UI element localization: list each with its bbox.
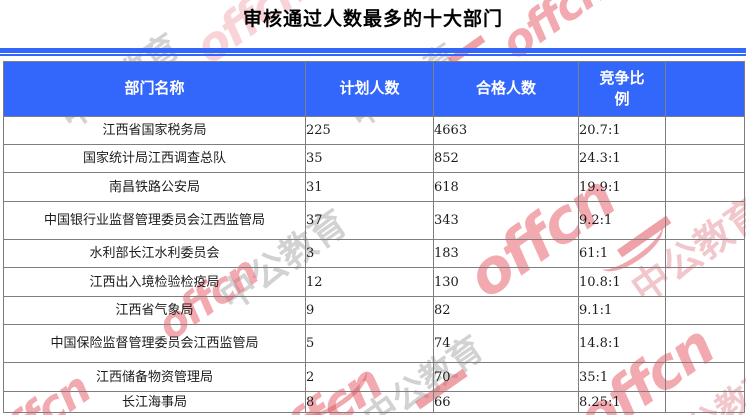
plan-cell: 8: [305, 391, 434, 413]
dept-cell: 江西储备物资管理局: [3, 362, 306, 392]
plan-cell: 35: [305, 144, 434, 173]
ratio-cell: 35:1: [578, 362, 666, 392]
col-header-ratio-label: 竞争比例: [599, 69, 645, 108]
plan-cell: 5: [305, 324, 434, 363]
ratio-cell: 61:1: [578, 239, 666, 268]
ratio-cell: 14.8:1: [578, 324, 666, 363]
plan-cell: 3: [305, 239, 434, 268]
col-header-ratio: 竞争比例: [578, 61, 666, 117]
table-row: 南昌铁路公安局 31 618 19.9:1: [3, 172, 745, 202]
page-title: 审核通过人数最多的十大部门: [242, 8, 503, 30]
dept-cell: 长江海事局: [3, 391, 306, 413]
dept-cell: 水利部长江水利委员会: [3, 239, 306, 268]
table-row: 中国保险监督管理委员会江西监管局 5 74 14.8:1: [3, 324, 745, 363]
departments-table: 部门名称 计划人数 合格人数 竞争比例 江西省国家税务局 225 4663 20…: [3, 61, 745, 413]
table-row: 江西省气象局 9 82 9.1:1: [3, 296, 745, 325]
dept-cell: 江西省气象局: [3, 296, 306, 325]
plan-cell: 225: [305, 116, 434, 145]
col-header-planned: 计划人数: [305, 61, 434, 117]
dept-cell: 江西省国家税务局: [3, 116, 306, 145]
table-row: 江西省国家税务局 225 4663 20.7:1: [3, 116, 745, 145]
dept-cell: 南昌铁路公安局: [3, 172, 306, 202]
plan-cell: 2: [305, 362, 434, 392]
empty-cell: [665, 201, 745, 240]
table-row: 国家统计局江西调查总队 35 852 24.3:1: [3, 144, 745, 173]
table-row: 江西储备物资管理局 2 70 35:1: [3, 362, 745, 392]
qualified-cell: 183: [433, 239, 579, 268]
empty-cell: [665, 267, 745, 297]
empty-cell: [665, 172, 745, 202]
qualified-cell: 66: [433, 391, 579, 413]
dept-cell: 国家统计局江西调查总队: [3, 144, 306, 173]
plan-cell: 31: [305, 172, 434, 202]
ratio-cell: 10.8:1: [578, 267, 666, 297]
empty-cell: [665, 116, 745, 145]
col-header-department: 部门名称: [3, 61, 306, 117]
ratio-cell: 20.7:1: [578, 116, 666, 145]
qualified-cell: 130: [433, 267, 579, 297]
table-row: 长江海事局 8 66 8.25:1: [3, 391, 745, 413]
qualified-cell: 343: [433, 201, 579, 240]
top-rule-thin: [0, 54, 746, 56]
empty-cell: [665, 362, 745, 392]
qualified-cell: 618: [433, 172, 579, 202]
qualified-cell: 82: [433, 296, 579, 325]
header-row: 部门名称 计划人数 合格人数 竞争比例: [3, 61, 745, 117]
empty-cell: [665, 239, 745, 268]
empty-cell: [665, 296, 745, 325]
ratio-cell: 8.25:1: [578, 391, 666, 413]
table-row: 中国银行业监督管理委员会江西监管局 37 343 9.2:1: [3, 201, 745, 240]
dept-cell: 江西出入境检验检疫局: [3, 267, 306, 297]
ratio-cell: 24.3:1: [578, 144, 666, 173]
plan-cell: 37: [305, 201, 434, 240]
qualified-cell: 74: [433, 324, 579, 363]
qualified-cell: 70: [433, 362, 579, 392]
empty-cell: [665, 324, 745, 363]
dept-cell: 中国银行业监督管理委员会江西监管局: [3, 201, 306, 240]
departments-table-wrap: 部门名称 计划人数 合格人数 竞争比例 江西省国家税务局 225 4663 20…: [3, 61, 745, 413]
table-row: 江西出入境检验检疫局 12 130 10.8:1: [3, 267, 745, 297]
col-header-qualified: 合格人数: [433, 61, 579, 117]
qualified-cell: 4663: [433, 116, 579, 145]
plan-cell: 12: [305, 267, 434, 297]
table-row: 水利部长江水利委员会 3 183 61:1: [3, 239, 745, 268]
ratio-cell: 19.9:1: [578, 172, 666, 202]
dept-cell: 中国保险监督管理委员会江西监管局: [3, 324, 306, 363]
ratio-cell: 9.1:1: [578, 296, 666, 325]
empty-cell: [665, 391, 745, 413]
col-header-empty: [665, 61, 745, 117]
top-rule-thick: [0, 48, 746, 53]
ratio-cell: 9.2:1: [578, 201, 666, 240]
plan-cell: 9: [305, 296, 434, 325]
empty-cell: [665, 144, 745, 173]
qualified-cell: 852: [433, 144, 579, 173]
